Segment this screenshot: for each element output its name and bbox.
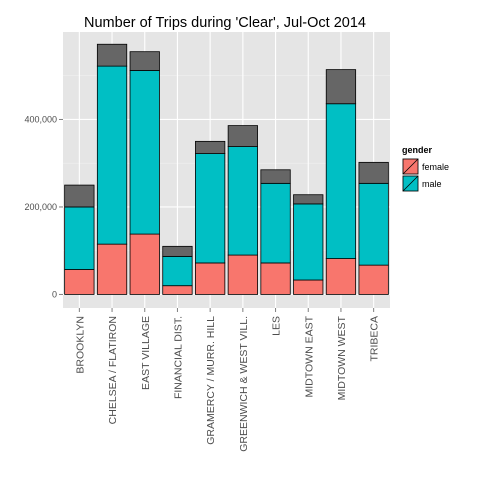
y-tick-label: 0 — [52, 289, 57, 299]
legend: gender female male — [402, 145, 449, 192]
bar-female — [294, 280, 323, 294]
x-axis: BROOKLYN CHELSEA / FLATIRON EAST VILLAGE FI… — [74, 308, 380, 452]
bar-segment-unlabeled — [326, 70, 355, 104]
x-tick-label: FINANCIAL DIST. — [172, 316, 184, 399]
x-tick-label: BROOKLYN — [74, 316, 86, 374]
y-axis: 0 200,000 400,000 — [24, 114, 63, 299]
x-tick-label: GREENWICH & WEST VILL. — [238, 316, 250, 452]
y-tick-label: 200,000 — [24, 202, 57, 212]
x-tick-label: MIDTOWN WEST — [336, 315, 348, 400]
x-tick-label: GRAMERCY / MURR. HILL — [205, 316, 217, 445]
bar-male — [294, 204, 323, 280]
x-tick-label: CHELSEA / FLATIRON — [107, 316, 119, 424]
bar-female — [261, 263, 290, 294]
bar-segment-unlabeled — [163, 246, 192, 256]
chart-title: Number of Trips during 'Clear', Jul-Oct … — [84, 15, 366, 31]
bar-segment-unlabeled — [359, 162, 388, 183]
bar-segment-unlabeled — [228, 126, 257, 147]
bar-segment-unlabeled — [65, 185, 94, 207]
legend-label: female — [422, 162, 449, 172]
x-tick-label: MIDTOWN EAST — [303, 315, 315, 397]
bar-female — [130, 234, 159, 294]
bar-segment-unlabeled — [294, 195, 323, 204]
bar-female — [163, 286, 192, 295]
legend-label: male — [422, 179, 442, 189]
bar-female — [195, 263, 224, 294]
bar-male — [130, 70, 159, 234]
bar-male — [163, 256, 192, 285]
bar-female — [228, 255, 257, 294]
bar-male — [97, 66, 126, 244]
bar-segment-unlabeled — [97, 44, 126, 66]
bar-female — [326, 259, 355, 295]
x-tick-label: TRIBECA — [369, 316, 381, 362]
bar-segment-unlabeled — [130, 52, 159, 71]
bar-male — [195, 154, 224, 263]
bar-male — [261, 183, 290, 263]
bar-male — [65, 207, 94, 270]
legend-title: gender — [402, 145, 433, 155]
bar-male — [228, 147, 257, 255]
bar-female — [97, 244, 126, 294]
bar-segment-unlabeled — [195, 141, 224, 153]
bar-male — [359, 183, 388, 265]
x-tick-label: EAST VILLAGE — [140, 316, 152, 390]
x-tick-label: LES — [271, 316, 283, 336]
bar-female — [359, 265, 388, 294]
bar-male — [326, 104, 355, 259]
bar-segment-unlabeled — [261, 170, 290, 184]
bar-female — [65, 270, 94, 295]
y-tick-label: 400,000 — [24, 114, 57, 124]
